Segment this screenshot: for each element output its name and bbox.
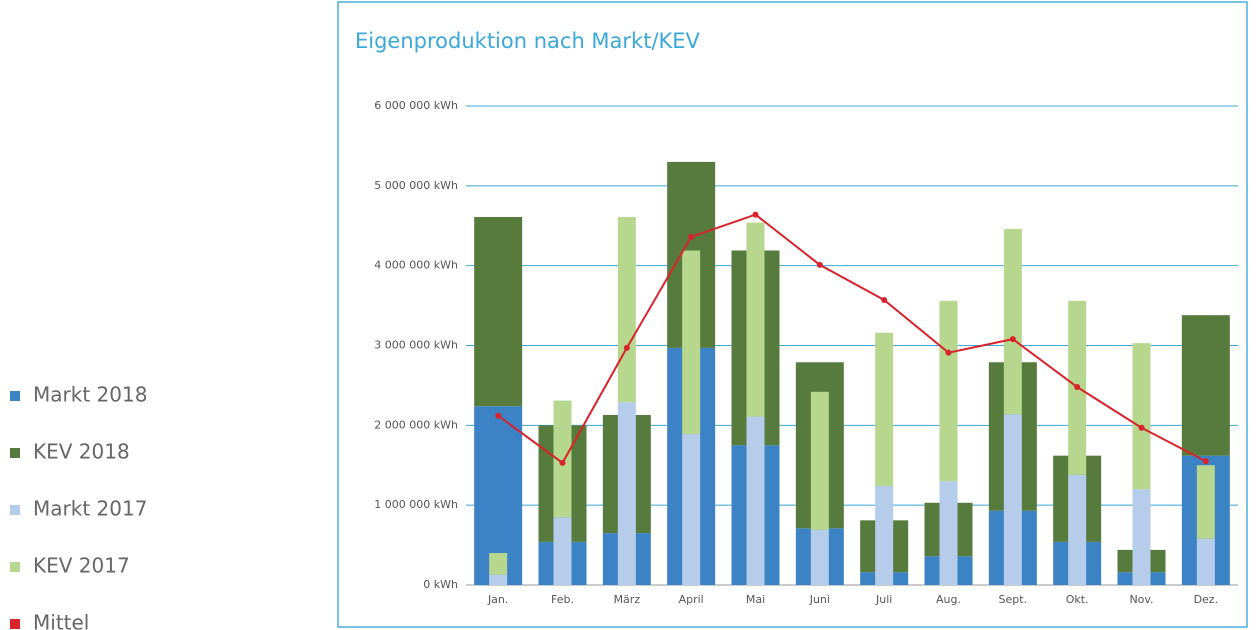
legend-label: KEV 2017 <box>33 554 130 578</box>
bar <box>617 216 636 403</box>
bar <box>1181 315 1230 456</box>
y-tick-label: 3 000 000 kWh <box>374 339 458 352</box>
bar <box>1196 538 1215 585</box>
legend-swatch <box>10 619 20 629</box>
y-tick-label: 1 000 000 kWh <box>374 498 458 511</box>
x-tick-label: Jan. <box>487 593 508 606</box>
bar <box>617 402 636 585</box>
bar <box>810 529 829 585</box>
x-tick-label: Dez. <box>1194 593 1219 606</box>
x-tick-label: März <box>614 593 641 606</box>
bar <box>939 300 958 482</box>
bar <box>553 517 572 585</box>
legend-swatch <box>10 505 20 515</box>
y-tick-label: 2 000 000 kWh <box>374 418 458 431</box>
bar <box>1003 228 1022 415</box>
legend-swatch <box>10 391 20 401</box>
line-point <box>1138 424 1145 431</box>
y-tick-label: 0 kWh <box>423 578 458 591</box>
x-tick-label: Juni <box>809 593 830 606</box>
line-point <box>623 344 630 351</box>
bar <box>1132 343 1151 490</box>
line-point <box>816 261 823 268</box>
x-tick-label: Feb. <box>551 593 574 606</box>
bar <box>1003 414 1022 585</box>
x-tick-label: Mai <box>746 593 765 606</box>
legend-label: Markt 2017 <box>33 497 147 521</box>
bar <box>682 250 701 435</box>
bar <box>939 481 958 585</box>
line-point <box>1009 336 1016 343</box>
bar <box>1196 465 1215 539</box>
chart-frame <box>337 1 1248 628</box>
bar <box>1068 474 1087 585</box>
line-point <box>752 211 759 218</box>
chart-title: Eigenproduktion nach Markt/KEV <box>355 29 701 53</box>
x-tick-label: April <box>679 593 704 606</box>
line-point <box>881 296 888 303</box>
bar <box>810 391 829 530</box>
legend-swatch <box>10 448 20 458</box>
x-tick-label: Nov. <box>1129 593 1153 606</box>
bar <box>746 416 765 585</box>
x-tick-label: Juli <box>875 593 892 606</box>
bar <box>875 332 894 487</box>
line-point <box>1074 384 1081 391</box>
legend-label: Mittel <box>33 611 89 630</box>
line-point <box>1202 458 1209 465</box>
x-tick-label: Okt. <box>1066 593 1089 606</box>
y-tick-label: 6 000 000 kWh <box>374 99 458 112</box>
bar <box>875 486 894 585</box>
legend-label: KEV 2018 <box>33 440 130 464</box>
line-point <box>688 233 695 240</box>
bar <box>553 400 572 518</box>
legend-label: Markt 2018 <box>33 383 147 407</box>
x-tick-label: Sept. <box>999 593 1028 606</box>
bar <box>1132 489 1151 585</box>
line-point <box>559 459 566 466</box>
line <box>497 213 1207 465</box>
line-point <box>945 349 952 356</box>
y-tick-label: 5 000 000 kWh <box>374 179 458 192</box>
bar <box>489 553 508 575</box>
legend-swatch <box>10 562 20 572</box>
bar <box>489 574 508 585</box>
x-tick-label: Aug. <box>936 593 961 606</box>
bar <box>474 216 523 407</box>
y-tick-label: 4 000 000 kWh <box>374 259 458 272</box>
bar <box>682 434 701 585</box>
line-point <box>495 412 502 419</box>
bar <box>746 222 765 417</box>
